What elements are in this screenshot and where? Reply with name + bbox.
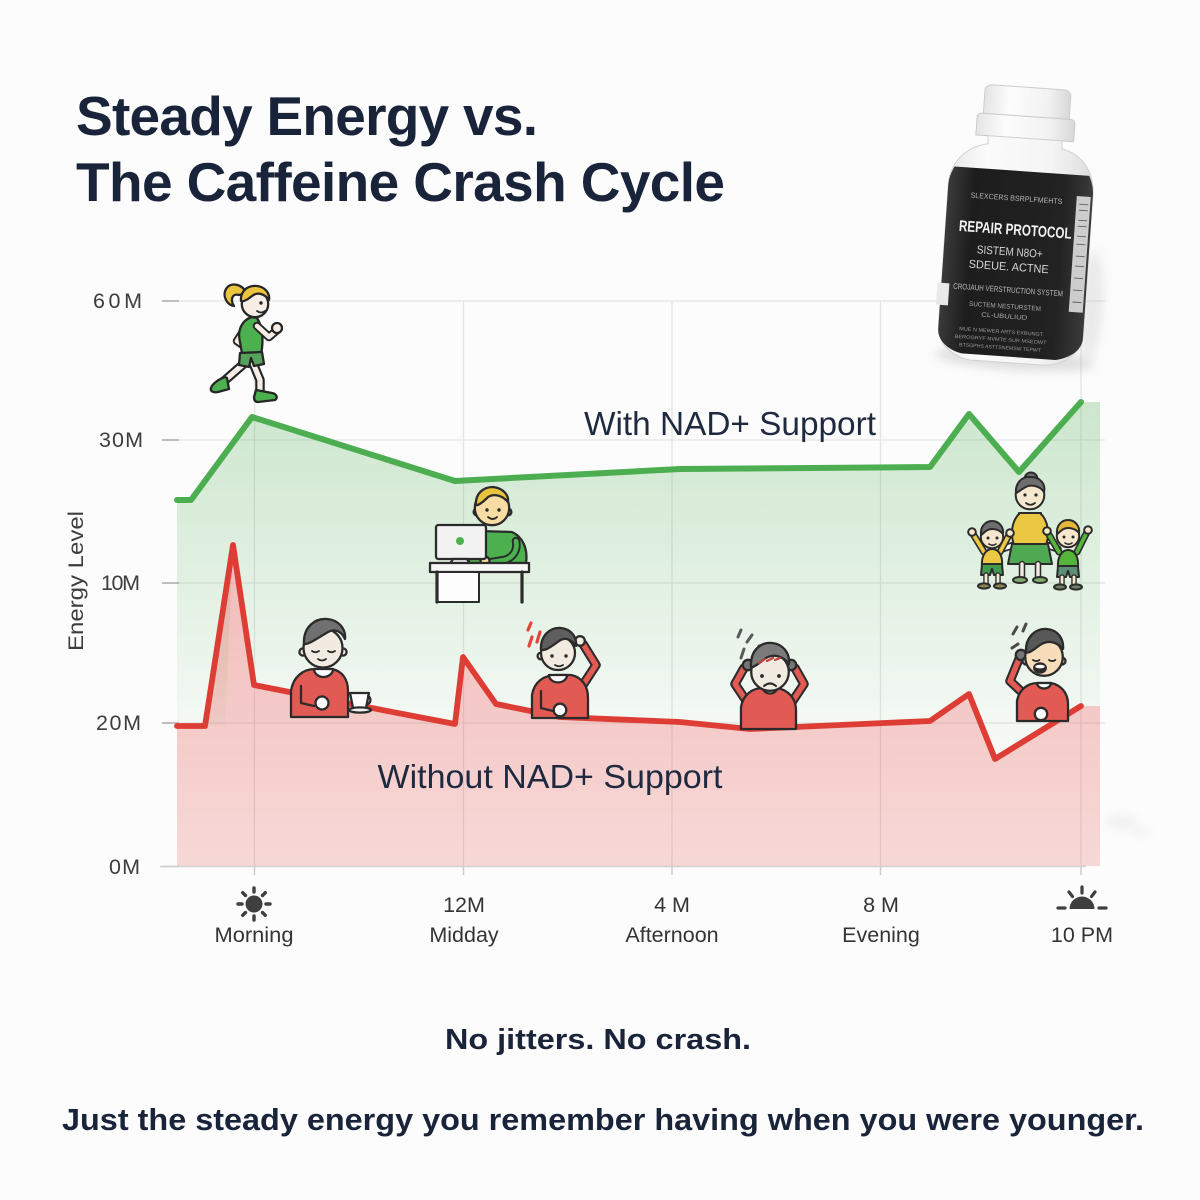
svg-text:SISTEM N8O+: SISTEM N8O+: [976, 244, 1043, 261]
svg-text:30M: 30M: [99, 428, 143, 452]
svg-text:Without NAD+ Support: Without NAD+ Support: [378, 758, 723, 795]
svg-text:The Caffeine Crash Cycle: The Caffeine Crash Cycle: [76, 151, 725, 213]
svg-text:20M: 20M: [96, 711, 141, 735]
svg-text:Morning: Morning: [215, 923, 294, 947]
svg-text:CL-UBULIUD: CL-UBULIUD: [981, 312, 1028, 322]
svg-text:12M: 12M: [443, 893, 485, 917]
svg-text:Steady Energy vs.: Steady Energy vs.: [76, 85, 538, 147]
svg-text:Midday: Midday: [429, 923, 499, 947]
svg-text:With NAD+ Support: With NAD+ Support: [584, 405, 876, 442]
svg-text:MUE N MEWER ARTS EXBUNGT: MUE N MEWER ARTS EXBUNGT: [959, 326, 1043, 338]
svg-text:Evening: Evening: [842, 923, 920, 947]
svg-text:10 PM: 10 PM: [1051, 923, 1113, 947]
svg-text:4 M: 4 M: [654, 893, 690, 917]
svg-text:Just the steady energy you rem: Just the steady energy you remember havi…: [62, 1102, 1144, 1137]
svg-text:60M: 60M: [93, 289, 142, 313]
svg-text:8 M: 8 M: [863, 893, 899, 917]
svg-text:BTSGPHS ASTTSNEMSW TEPWT: BTSGPHS ASTTSNEMSW TEPWT: [959, 342, 1041, 354]
svg-text:No jitters. No crash.: No jitters. No crash.: [445, 1024, 751, 1056]
svg-text:SDEUE. ACTNE: SDEUE. ACTNE: [968, 259, 1049, 277]
svg-text:Energy Level: Energy Level: [64, 511, 88, 651]
svg-text:0M: 0M: [109, 855, 140, 879]
svg-text:10M: 10M: [101, 571, 140, 595]
svg-text:Afternoon: Afternoon: [625, 923, 718, 947]
